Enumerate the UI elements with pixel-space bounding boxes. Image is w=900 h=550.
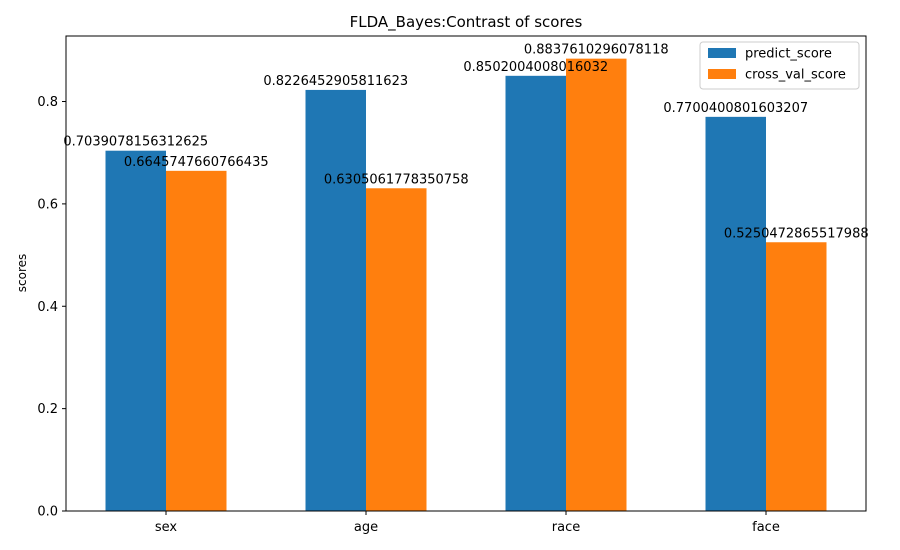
bars-layer: [105, 58, 827, 512]
data-labels-layer: 0.7039078156312625 0.8226452905811623 0.85…: [63, 43, 868, 242]
y-axis-label: scores: [15, 254, 29, 293]
bar-predict_score-sex: [105, 150, 166, 511]
y-tick-label: 0.4: [37, 300, 58, 315]
bar-cross_val_score-age: [366, 188, 427, 511]
data-label-cross_val_score-face: 0.5250472865517988: [724, 226, 869, 241]
bar-cross_val_score-face: [766, 242, 827, 511]
data-label-cross_val_score-age: 0.6305061778350758: [324, 172, 469, 187]
x-tick-label-race: race: [552, 520, 580, 535]
data-label-cross_val_score-race: 0.8837610296078118: [524, 43, 669, 58]
y-tick-label: 0.6: [37, 197, 58, 212]
data-label-cross_val_score-sex: 0.6645747660766435: [124, 155, 269, 170]
legend-label-cross_val_score: cross_val_score: [745, 68, 846, 83]
data-label-predict_score-face: 0.7700400801603207: [663, 101, 808, 116]
bar-cross_val_score-race: [566, 58, 627, 512]
data-label-predict_score-sex: 0.7039078156312625: [63, 135, 208, 150]
x-tick-label-sex: sex: [155, 520, 178, 535]
y-tick-label: 0.0: [37, 505, 58, 520]
legend-swatch-cross_val_score: [708, 69, 736, 79]
bar-predict_score-race: [505, 75, 566, 511]
y-tick-label: 0.8: [37, 95, 58, 110]
x-tick-label-age: age: [354, 520, 378, 535]
bar-predict_score-face: [705, 116, 766, 512]
data-label-predict_score-race: 0.8502004008016032: [463, 60, 608, 75]
bar-predict_score-age: [305, 89, 366, 511]
data-label-predict_score-age: 0.8226452905811623: [263, 74, 408, 89]
axes-layer: 0.0 0.2 0.4 0.6 0.8 sex age race face: [37, 35, 867, 535]
legend: predict_score cross_val_score: [699, 41, 860, 90]
chart-title: FLDA_Bayes:Contrast of scores: [350, 13, 583, 32]
x-tick-label-face: face: [752, 520, 780, 535]
legend-label-predict_score: predict_score: [745, 47, 832, 62]
y-tick-label: 0.2: [37, 402, 58, 417]
plot-frame: [65, 35, 867, 512]
bar-cross_val_score-sex: [166, 170, 227, 511]
legend-box: [699, 41, 860, 90]
legend-swatch-predict_score: [708, 48, 736, 58]
